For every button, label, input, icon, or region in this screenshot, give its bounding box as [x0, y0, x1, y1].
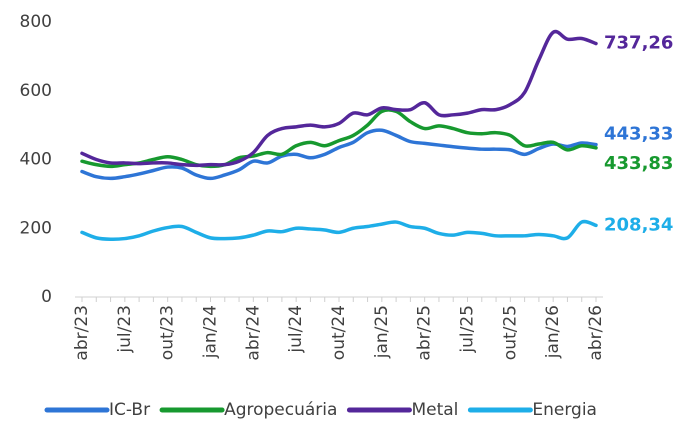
legend-label: Agropecuária	[224, 400, 337, 420]
y-tick-label: 400	[20, 150, 52, 170]
y-tick-label: 200	[20, 218, 52, 238]
x-tick-label: out/25	[500, 305, 520, 360]
x-tick-label: out/23	[158, 305, 178, 360]
series-line	[80, 128, 598, 181]
y-tick-label: 600	[20, 81, 52, 101]
legend-label: IC-Br	[109, 400, 150, 420]
x-tick-label: jul/24	[286, 305, 306, 354]
value-label: 443,33	[604, 124, 673, 145]
x-tick-label: abr/24	[243, 305, 263, 361]
x-tick-label: jan/26	[543, 305, 563, 359]
x-tick-label: out/24	[329, 305, 349, 360]
x-tick-label: jan/24	[201, 305, 221, 359]
y-tick-label: 800	[20, 12, 52, 32]
value-label: 433,83	[604, 153, 673, 174]
series-line	[80, 219, 598, 242]
x-tick-label: abr/25	[415, 305, 435, 361]
y-tick-label: 0	[41, 287, 52, 307]
x-tick-label: abr/26	[586, 305, 606, 361]
series-line	[80, 108, 598, 169]
value-label: 737,26	[604, 33, 673, 54]
x-tick-label: jan/25	[372, 305, 392, 359]
series-line	[80, 29, 598, 168]
x-tick-label: jul/25	[458, 305, 478, 354]
x-tick-label: jul/23	[115, 305, 135, 354]
legend-label: Metal	[411, 400, 458, 420]
legend-label: Energia	[532, 400, 597, 420]
value-label: 208,34	[604, 214, 673, 235]
x-tick-label: abr/23	[72, 305, 92, 361]
